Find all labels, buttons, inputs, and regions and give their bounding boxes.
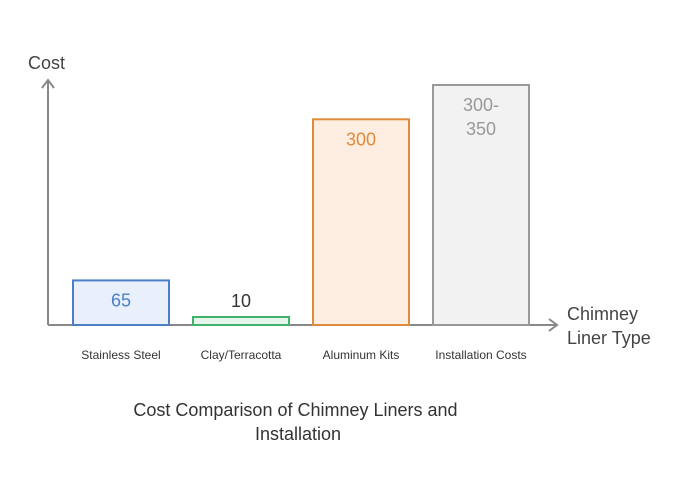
x-axis-title-line-2: Liner Type <box>567 328 651 348</box>
bar-stainless-steel <box>72 279 170 326</box>
bars-layer: 65 10 300 300- 350 <box>72 84 530 326</box>
tick-labels-layer: Stainless Steel Clay/Terracotta Aluminum K… <box>81 348 526 362</box>
tick-label: Clay/Terracotta <box>201 348 282 362</box>
data-label-line: 300- <box>463 95 499 115</box>
chart-title: Cost Comparison of Chimney Liners and In… <box>133 400 462 444</box>
x-axis-title: Chimney Liner Type <box>567 304 651 348</box>
tick-label: Aluminum Kits <box>323 348 400 362</box>
chart-title-line-1: Cost Comparison of Chimney Liners and <box>133 400 457 420</box>
tick-label: Installation Costs <box>435 348 526 362</box>
bar-aluminum-kits <box>312 118 410 326</box>
y-axis-title: Cost <box>28 53 65 73</box>
bar-installation-costs <box>432 84 530 326</box>
x-axis-arrow <box>548 318 559 332</box>
y-axis-arrow <box>41 78 55 89</box>
bar-clay-terracotta <box>192 316 290 326</box>
tick-label: Stainless Steel <box>81 348 160 362</box>
data-label: 300- 350 <box>463 95 499 139</box>
data-label: 65 <box>111 290 131 310</box>
data-label-line: 350 <box>466 119 496 139</box>
x-axis-title-line-1: Chimney <box>567 304 638 324</box>
data-label: 300 <box>346 129 376 149</box>
chart-title-line-2: Installation <box>255 424 341 444</box>
data-label: 10 <box>231 291 251 311</box>
